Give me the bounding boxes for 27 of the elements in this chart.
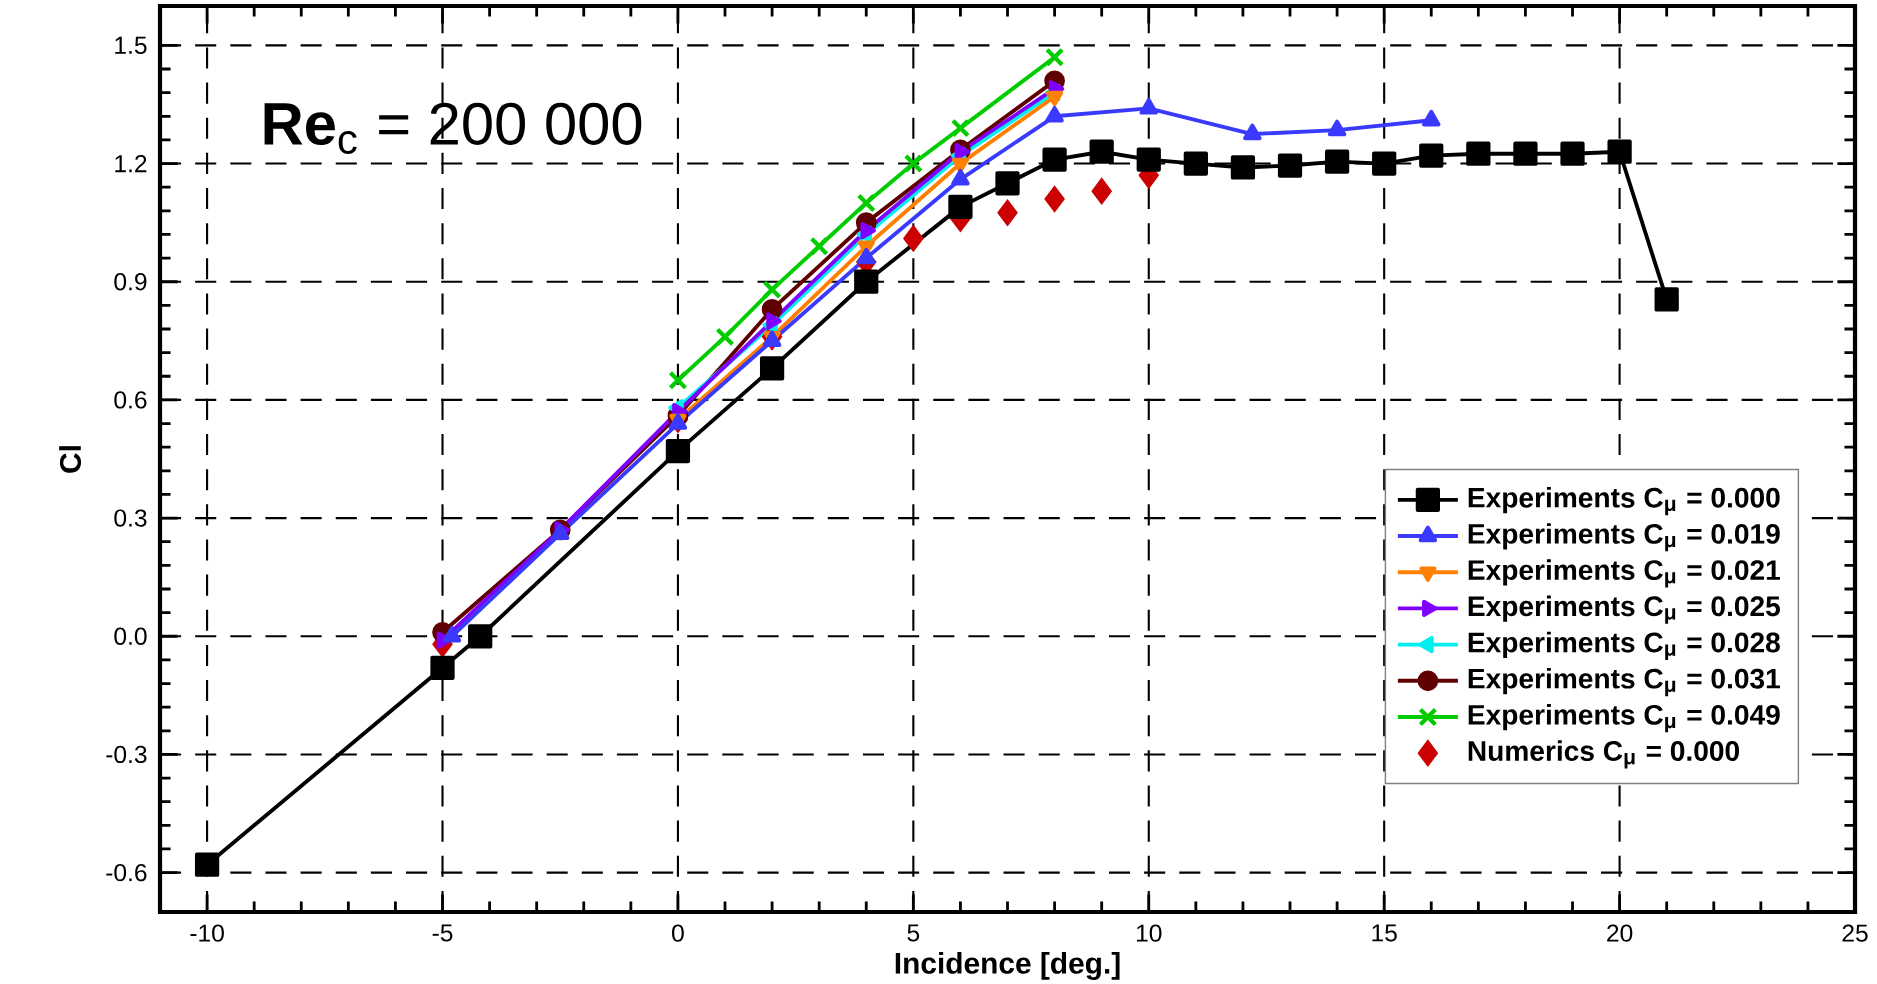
y-tick-label: -0.6 (106, 863, 147, 882)
y-tick-label: -0.3 (106, 745, 147, 764)
x-tick-label: 10 (1136, 924, 1162, 942)
legend-label: Experiments C$_{μ}$ = 0.031 (1468, 667, 1780, 697)
y-tick-label: 0.6 (114, 391, 147, 409)
y-tick-label: 1.2 (115, 155, 147, 173)
legend-label: Numerics C$_{μ}$ = 0.000 (1468, 740, 1739, 769)
legend-label: Experiments C$_{μ}$ = 0.000 (1468, 486, 1780, 516)
legend-label: Experiments C$_{μ}$ = 0.019 (1468, 523, 1780, 552)
y-tick-label: 0.3 (114, 509, 147, 527)
x-axis-title: Incidence [deg.] (895, 951, 1120, 980)
y-tick-label: 1.5 (115, 36, 147, 54)
legend-label: Experiments C$_{μ}$ = 0.021 (1468, 559, 1780, 588)
x-tick-label: 20 (1607, 924, 1633, 942)
x-tick-label: 15 (1372, 924, 1397, 942)
x-tick-label: 0 (672, 924, 684, 942)
y-tick-label: 0.9 (114, 273, 147, 291)
x-tick-label: -5 (432, 924, 453, 942)
x-tick-label: 25 (1842, 924, 1868, 942)
legend-label: Experiments C$_{μ}$ = 0.028 (1468, 631, 1780, 660)
legend-label: Experiments C$_{μ}$ = 0.025 (1468, 595, 1780, 624)
y-tick-label: 0.0 (114, 627, 147, 645)
y-axis-title: Cl (59, 446, 82, 473)
x-tick-label: -10 (190, 924, 224, 942)
annotation: Re$_{c}$ = 200 000 (264, 102, 642, 154)
legend-label: Experiments C$_{μ}$ = 0.049 (1468, 704, 1780, 733)
x-tick-label: 5 (907, 924, 920, 942)
